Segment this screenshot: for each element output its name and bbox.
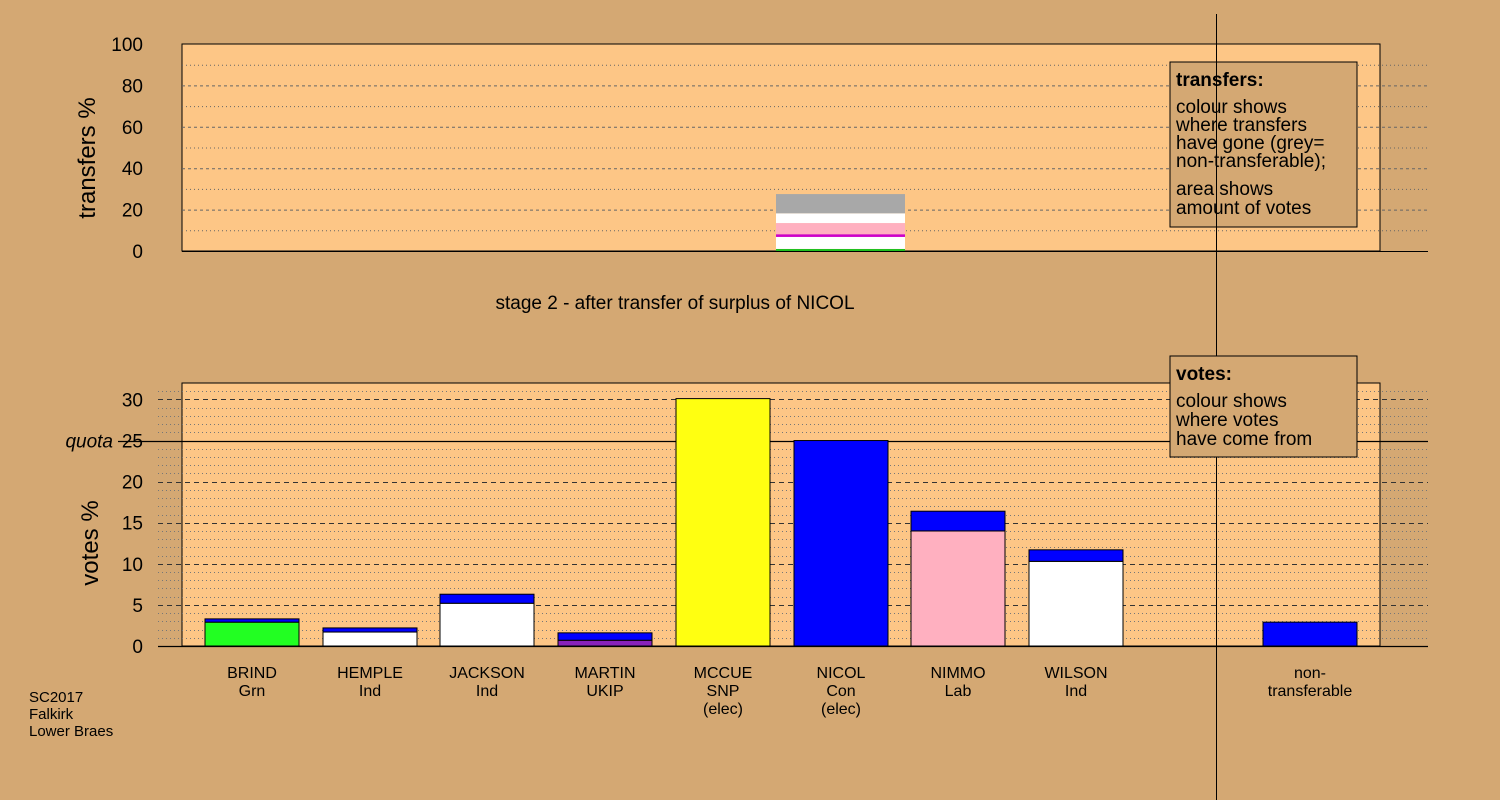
candidate-name-label: MCCUE (694, 665, 753, 682)
votes-legend-line: have come from (1176, 429, 1312, 450)
votes-bars (204, 398, 1358, 647)
votes-bar-base-segment (439, 602, 535, 647)
votes-legend-title: votes: (1176, 364, 1232, 385)
non-transferable-label: non- (1294, 665, 1326, 682)
transfers-bar-segment (776, 236, 905, 249)
votes-bar-transfer-segment (204, 618, 300, 623)
footer-line: Lower Braes (29, 723, 113, 740)
votes-y-axis-label: votes % (77, 500, 104, 585)
transfers-y-tick-label: 20 (122, 201, 143, 222)
transfers-bar (776, 194, 905, 251)
votes-y-tick-label: 5 (132, 596, 143, 617)
candidate-party-label: Lab (945, 683, 972, 700)
stage-label: stage 2 - after transfer of surplus of N… (495, 293, 854, 314)
transfers-y-tick-label: 80 (122, 76, 143, 97)
votes-y-tick-label: 15 (122, 514, 143, 535)
votes-bar-transfer-segment (557, 632, 653, 641)
footer-line: SC2017 (29, 689, 83, 706)
non-transferable-bar-transfer-segment (1262, 621, 1358, 647)
votes-bar-transfer-segment (910, 510, 1006, 532)
candidate-name-label: BRIND (227, 665, 277, 682)
candidate-name-label: MARTIN (574, 665, 635, 682)
votes-bar-base-segment (793, 440, 889, 647)
transfers-y-tick-label: 40 (122, 159, 143, 180)
votes-bar-base-segment (557, 639, 653, 647)
candidate-name-label: WILSON (1044, 665, 1107, 682)
candidate-name-label: JACKSON (449, 665, 525, 682)
transfers-y-tick-label: 100 (111, 35, 143, 56)
footer-info: SC2017 Falkirk Lower Braes (29, 689, 113, 740)
candidate-party-label: Ind (1065, 683, 1087, 700)
votes-bar-base-segment (204, 621, 300, 647)
transfers-y-axis-label: transfers % (74, 97, 101, 218)
votes-y-tick-label: 25 (122, 432, 143, 453)
candidate-name-label: NICOL (817, 665, 866, 682)
candidate-name-label: NIMMO (930, 665, 985, 682)
quota-label: quota (65, 432, 113, 453)
votes-legend: votes: colour shows where votes have com… (1169, 355, 1358, 458)
candidate-party-label: Grn (239, 683, 266, 700)
votes-y-tick-label: 10 (122, 555, 143, 576)
votes-y-ticks: 0 5 10 15 20 25 30 (122, 390, 143, 658)
votes-bar-base-segment (675, 398, 771, 647)
votes-legend-line: where votes (1175, 410, 1278, 431)
transfers-legend-title: transfers: (1176, 70, 1264, 91)
candidate-status-label: (elec) (821, 701, 861, 718)
candidate-party-label: SNP (707, 683, 740, 700)
votes-y-tick-label: 20 (122, 473, 143, 494)
votes-bar-transfer-segment (1028, 549, 1124, 562)
votes-bar-base-segment (1028, 560, 1124, 647)
candidate-name-label: HEMPLE (337, 665, 403, 682)
candidate-party-label: Ind (359, 683, 381, 700)
transfers-bar-segment (776, 213, 905, 224)
votes-bar-base-segment (322, 631, 418, 647)
transfers-bar-segment (776, 234, 905, 237)
transfers-bar-segment (776, 194, 905, 214)
votes-y-tick-label: 0 (132, 637, 143, 658)
transfers-legend-line: area shows (1176, 179, 1273, 200)
votes-bar-transfer-segment (322, 627, 418, 633)
transfers-y-tick-label: 60 (122, 118, 143, 139)
candidate-party-label: UKIP (586, 683, 623, 700)
votes-bar-base-segment (910, 530, 1006, 647)
transfers-y-ticks: 0 20 40 60 80 100 (111, 35, 143, 263)
transfers-legend-line: non-transferable); (1176, 151, 1326, 172)
candidate-party-label: Ind (476, 683, 498, 700)
transfers-legend: transfers: colour shows where transfers … (1169, 61, 1358, 228)
votes-legend-line: colour shows (1176, 391, 1287, 412)
transfers-bar-segment (776, 248, 905, 251)
footer-line: Falkirk (29, 706, 74, 723)
transfers-legend-line: amount of votes (1176, 198, 1311, 219)
transfers-y-tick-label: 0 (132, 242, 143, 263)
transfers-legend-line: where transfers (1175, 115, 1307, 136)
candidate-status-label: (elec) (703, 701, 743, 718)
transfers-bar-segment (776, 223, 905, 235)
votes-bar-transfer-segment (439, 593, 535, 604)
candidate-party-label: Con (826, 683, 855, 700)
transfers-legend-line: have gone (grey= (1176, 133, 1324, 154)
non-transferable-label: transferable (1268, 683, 1353, 700)
votes-x-labels: BRINDGrnHEMPLEIndJACKSONIndMARTINUKIPMCC… (227, 665, 1352, 718)
transfers-legend-line: colour shows (1176, 97, 1287, 118)
votes-y-tick-label: 30 (122, 390, 143, 411)
